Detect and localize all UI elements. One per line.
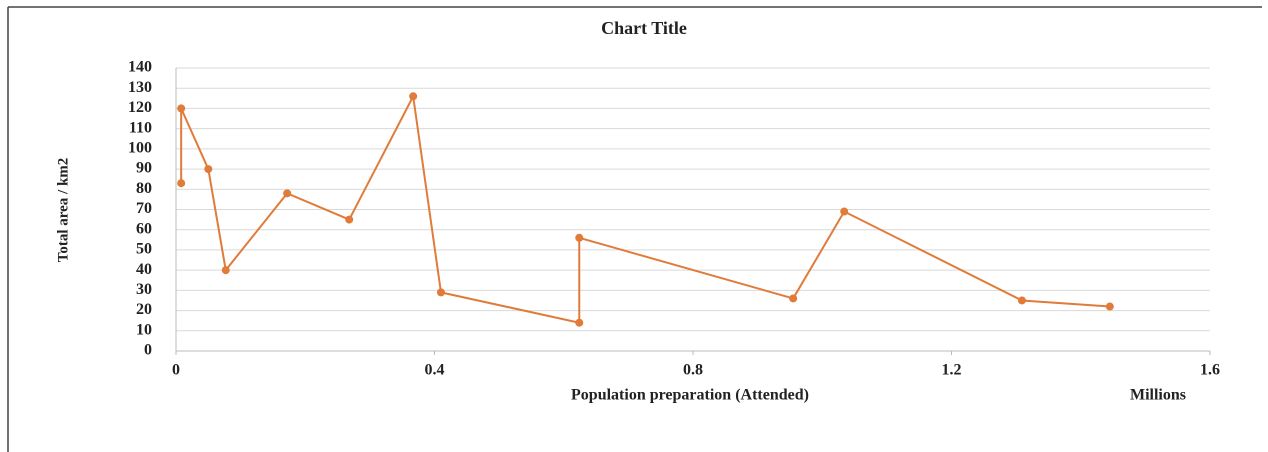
data-point bbox=[345, 215, 354, 224]
y-tick-label: 70 bbox=[136, 200, 152, 217]
y-tick-label: 130 bbox=[128, 79, 152, 96]
y-tick-label: 30 bbox=[136, 281, 152, 298]
chart-title: Chart Title bbox=[601, 18, 687, 38]
data-point bbox=[436, 288, 445, 297]
y-tick-label: 0 bbox=[144, 342, 152, 359]
y-tick-label: 110 bbox=[129, 119, 152, 136]
x-unit-label: Millions bbox=[1130, 387, 1186, 404]
y-tick-label: 90 bbox=[136, 160, 152, 177]
data-point bbox=[177, 104, 186, 113]
y-tick-label: 80 bbox=[136, 180, 152, 197]
data-point bbox=[283, 189, 292, 198]
data-point bbox=[221, 266, 230, 275]
y-tick-label: 10 bbox=[136, 321, 152, 338]
y-tick-label: 20 bbox=[136, 301, 152, 318]
y-tick-label: 60 bbox=[136, 220, 152, 237]
data-point bbox=[789, 294, 798, 303]
data-point bbox=[1105, 302, 1114, 311]
x-tick-label: 1.6 bbox=[1200, 362, 1220, 379]
y-tick-label: 40 bbox=[136, 261, 152, 278]
x-axis-label: Population preparation (Attended) bbox=[571, 387, 809, 404]
data-point bbox=[1017, 296, 1026, 305]
y-tick-label: 50 bbox=[136, 241, 152, 258]
y-tick-label: 100 bbox=[128, 140, 152, 157]
data-point bbox=[575, 233, 584, 242]
data-point bbox=[204, 165, 213, 174]
x-tick-label: 0.8 bbox=[683, 362, 703, 379]
y-tick-label: 140 bbox=[128, 59, 152, 76]
data-point bbox=[177, 179, 186, 188]
x-tick-label: 0.4 bbox=[425, 362, 445, 379]
series-line bbox=[180, 93, 1110, 324]
data-point bbox=[840, 207, 849, 216]
data-point bbox=[575, 318, 584, 327]
data-point bbox=[409, 92, 418, 101]
y-tick-label: 120 bbox=[128, 99, 152, 116]
x-tick-label: 1.2 bbox=[942, 362, 962, 379]
y-axis-label: Total area / km2 bbox=[55, 158, 71, 263]
x-tick-label: 0 bbox=[172, 362, 180, 379]
